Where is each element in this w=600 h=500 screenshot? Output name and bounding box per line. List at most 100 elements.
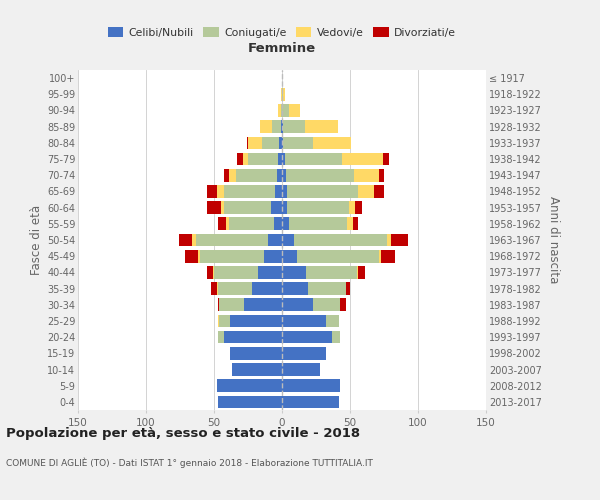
Bar [282, 266, 307, 278]
Bar [387, 234, 391, 246]
Bar [265, 250, 282, 262]
Bar [353, 218, 358, 230]
Bar [282, 169, 286, 181]
Bar [349, 202, 355, 214]
Bar [218, 298, 220, 311]
Bar [279, 136, 282, 149]
Bar [218, 282, 252, 295]
Bar [282, 363, 320, 376]
Bar [248, 152, 278, 166]
Bar [224, 331, 282, 344]
Bar [374, 185, 384, 198]
Bar [217, 380, 282, 392]
Bar [283, 88, 285, 101]
Bar [274, 218, 282, 230]
Bar [217, 282, 218, 295]
Bar [271, 202, 282, 214]
Bar [230, 314, 282, 328]
Legend: Celibi/Nubili, Coniugati/e, Vedovi/e, Divorziati/e: Celibi/Nubili, Coniugati/e, Vedovi/e, Di… [104, 22, 460, 42]
Bar [275, 185, 282, 198]
Bar [357, 266, 358, 278]
Bar [226, 218, 229, 230]
Bar [282, 380, 340, 392]
Bar [229, 169, 236, 181]
Bar [220, 314, 230, 328]
Bar [313, 136, 352, 149]
Bar [281, 120, 282, 133]
Bar [355, 202, 362, 214]
Bar [347, 218, 353, 230]
Text: Popolazione per età, sesso e stato civile - 2018: Popolazione per età, sesso e stato civil… [6, 428, 360, 440]
Bar [282, 202, 287, 214]
Bar [340, 298, 346, 311]
Bar [268, 234, 282, 246]
Bar [221, 202, 224, 214]
Bar [214, 266, 257, 278]
Bar [211, 282, 217, 295]
Bar [277, 169, 282, 181]
Bar [383, 152, 389, 166]
Bar [282, 282, 308, 295]
Bar [307, 266, 357, 278]
Bar [248, 136, 262, 149]
Bar [358, 266, 365, 278]
Bar [282, 347, 326, 360]
Bar [379, 169, 384, 181]
Bar [185, 250, 197, 262]
Bar [244, 298, 282, 311]
Bar [282, 120, 283, 133]
Bar [282, 185, 287, 198]
Bar [224, 202, 271, 214]
Bar [237, 152, 242, 166]
Bar [358, 185, 374, 198]
Bar [346, 282, 350, 295]
Bar [287, 202, 349, 214]
Bar [282, 104, 289, 117]
Bar [207, 202, 221, 214]
Bar [287, 185, 358, 198]
Bar [229, 218, 274, 230]
Text: COMUNE DI AGLIÈ (TO) - Dati ISTAT 1° gennaio 2018 - Elaborazione TUTTITALIA.IT: COMUNE DI AGLIÈ (TO) - Dati ISTAT 1° gen… [6, 458, 373, 468]
Bar [326, 314, 339, 328]
Bar [282, 234, 294, 246]
Bar [391, 234, 409, 246]
Bar [179, 234, 192, 246]
Bar [236, 169, 277, 181]
Bar [283, 120, 305, 133]
Bar [207, 266, 212, 278]
Bar [197, 250, 200, 262]
Bar [281, 88, 282, 101]
Bar [283, 136, 313, 149]
Bar [289, 218, 347, 230]
Text: Femmine: Femmine [248, 42, 316, 54]
Bar [282, 88, 283, 101]
Bar [381, 250, 395, 262]
Y-axis label: Anni di nascita: Anni di nascita [547, 196, 560, 284]
Bar [218, 218, 226, 230]
Bar [289, 104, 299, 117]
Bar [282, 152, 285, 166]
Bar [282, 331, 332, 344]
Bar [313, 298, 340, 311]
Bar [285, 152, 342, 166]
Bar [224, 185, 275, 198]
Bar [342, 152, 383, 166]
Bar [294, 234, 387, 246]
Bar [224, 169, 229, 181]
Bar [220, 298, 244, 311]
Bar [278, 152, 282, 166]
Bar [257, 266, 282, 278]
Bar [207, 185, 217, 198]
Bar [282, 396, 339, 408]
Bar [282, 218, 289, 230]
Bar [200, 250, 265, 262]
Bar [308, 282, 346, 295]
Bar [218, 314, 220, 328]
Bar [272, 120, 281, 133]
Bar [282, 136, 283, 149]
Bar [332, 331, 340, 344]
Bar [196, 234, 268, 246]
Bar [192, 234, 196, 246]
Bar [260, 120, 272, 133]
Bar [297, 250, 379, 262]
